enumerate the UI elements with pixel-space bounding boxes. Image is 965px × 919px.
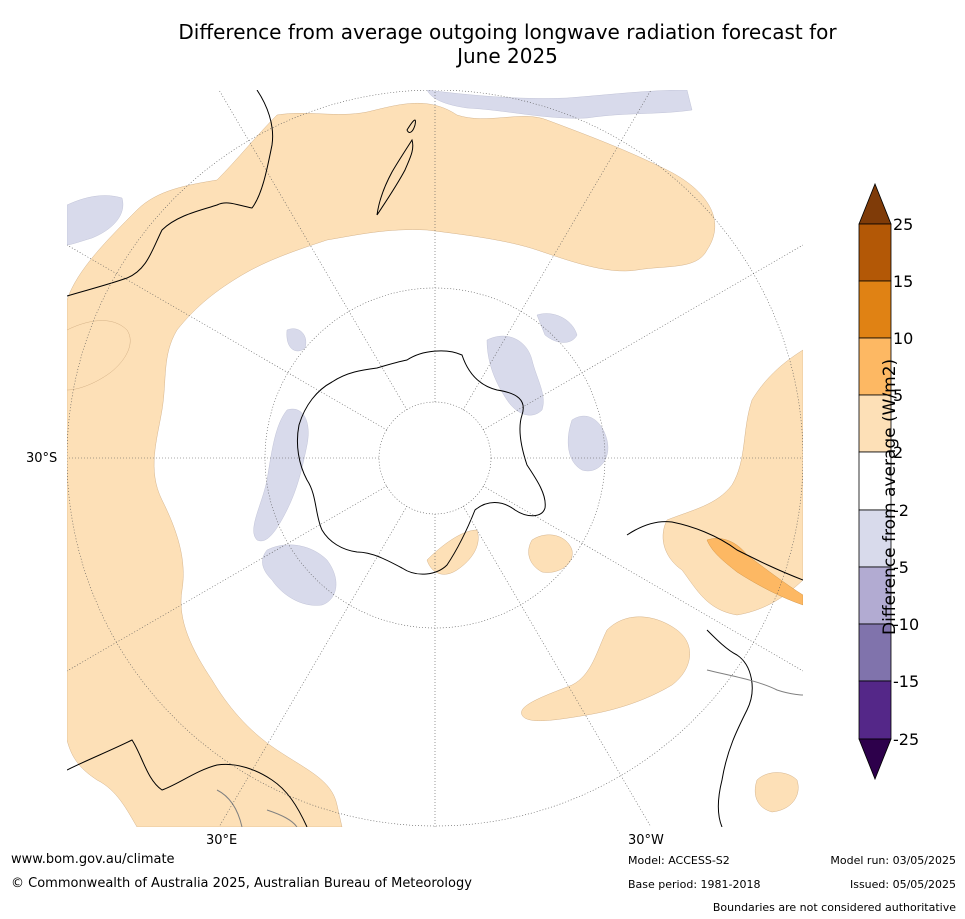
colorbar-swatch-neg-2-5 (858, 509, 892, 568)
colorbar-tick: 25 (893, 215, 913, 234)
anomaly-blob-patagonia (754, 772, 799, 813)
anomaly-blob-southeast (521, 616, 690, 721)
lat-label-30s: 30°S (26, 451, 58, 466)
antarctica-coastline (296, 350, 546, 575)
colorbar-swatch-5-10 (858, 337, 892, 396)
lon-label-30w: 30°W (628, 833, 664, 848)
country-boundaries (216, 669, 803, 827)
base-period-text: Base period: 1981-2018 (628, 878, 761, 891)
colorbar-swatch-10-15 (858, 280, 892, 339)
colorbar-tick: 5 (893, 386, 903, 405)
colorbar-extend-top (858, 182, 892, 225)
colorbar-swatch-neutral (858, 451, 892, 511)
title-line-1: Difference from average outgoing longwav… (178, 20, 837, 44)
anomaly-region-neg-ross (486, 335, 544, 416)
polar-map (67, 90, 803, 827)
anomaly-blob-pacific (528, 534, 573, 573)
lon-label-30e: 30°E (206, 833, 238, 848)
anomaly-region-pos-5-10 (706, 538, 803, 606)
disclaimer-text: Boundaries are not considered authoritat… (712, 901, 956, 914)
website-link[interactable]: www.bom.gov.au/climate (11, 852, 175, 867)
colorbar-tick: 15 (893, 272, 913, 291)
colorbar-tick: -5 (893, 558, 909, 577)
anomaly-region-neg-amundsen (536, 313, 578, 343)
colorbar-swatch-neg-10-15 (858, 623, 892, 682)
colorbar-tick: -15 (893, 672, 919, 691)
colorbar-tick: -10 (893, 615, 919, 634)
colorbar-tick: -25 (893, 730, 919, 749)
model-text: Model: ACCESS-S2 (628, 854, 730, 867)
anomaly-region-neg-indian (253, 408, 309, 542)
title-line-2: June 2025 (457, 44, 558, 68)
colorbar: 25 15 10 5 2 -2 -5 -10 -15 -25 (858, 182, 919, 781)
anomaly-region-neg-nw (67, 195, 124, 246)
new-zealand-coastline (376, 119, 416, 216)
anomaly-blob-east (662, 349, 803, 616)
anomaly-region-pos-2-5 (67, 103, 716, 827)
anomaly-region-neg-bellingshausen (567, 415, 609, 472)
anomaly-blob-peninsula (426, 529, 479, 575)
anomaly-blob-west (67, 320, 131, 391)
colorbar-swatch-neg-15-25 (858, 680, 892, 740)
colorbar-title: Difference from average (W/m2) (880, 358, 900, 635)
africa-coastline (67, 739, 308, 827)
colorbar-swatch-15-25 (858, 223, 892, 282)
map-title: Difference from average outgoing longwav… (0, 20, 965, 68)
meridian-lines (67, 90, 803, 827)
model-run-text: Model run: 03/05/2025 (830, 854, 956, 867)
colorbar-tick: 10 (893, 329, 913, 348)
colorbar-extend-bottom (858, 738, 892, 781)
anomaly-region-neg-small (286, 328, 307, 352)
colorbar-swatch-2-5 (858, 394, 892, 453)
anomaly-region-neg-weddell (262, 544, 337, 606)
australia-coastline (67, 90, 274, 297)
colorbar-tick: -2 (893, 501, 909, 520)
issued-text: Issued: 05/05/2025 (849, 878, 956, 891)
colorbar-tick: 2 (893, 443, 903, 462)
copyright-text: © Commonwealth of Australia 2025, Austra… (11, 876, 472, 891)
south-america-coastline (626, 521, 803, 827)
anomaly-region-neg-north (426, 90, 693, 119)
colorbar-swatch-neg-5-10 (858, 566, 892, 625)
